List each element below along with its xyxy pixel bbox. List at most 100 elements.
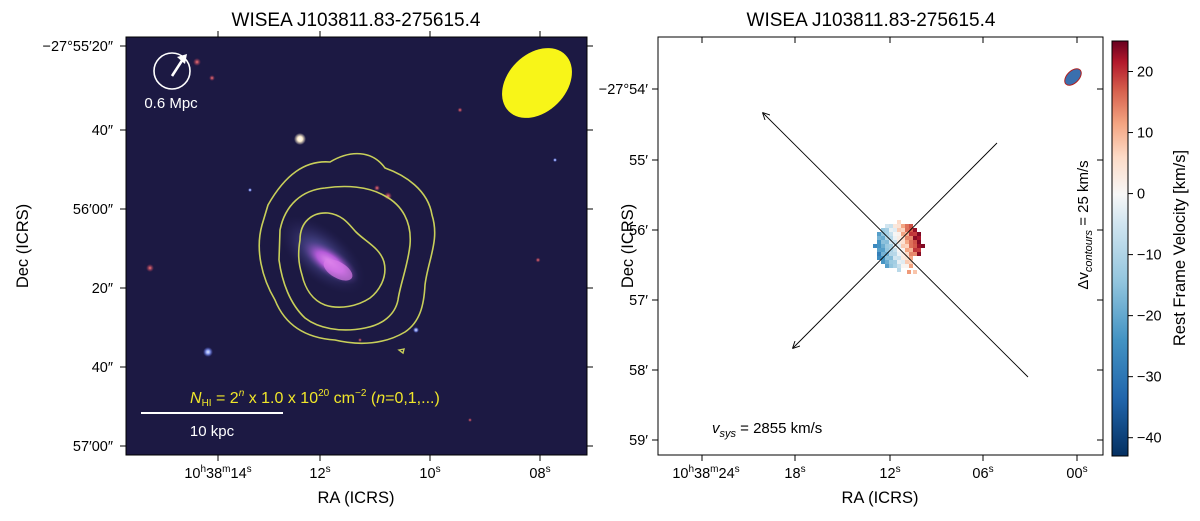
velocity-pixel [889, 232, 893, 236]
star [203, 347, 213, 357]
velocity-pixel [909, 236, 913, 240]
right-y-tick-label: 59′ [629, 433, 648, 449]
hi-contour-outer [258, 152, 436, 345]
velocity-pixel [889, 256, 893, 260]
velocity-pixel [909, 260, 913, 264]
velocity-pixel [897, 236, 901, 240]
star [358, 338, 362, 342]
velocity-pixel [889, 224, 893, 228]
star [457, 107, 463, 113]
star [193, 58, 201, 66]
left-x-tick-label: 10s [419, 464, 440, 482]
velocity-pixel [885, 240, 889, 244]
right-y-tick-label: −27°54′ [599, 82, 649, 98]
left-x-axis-label: RA (ICRS) [317, 489, 394, 507]
left-x-tick-label: 10h38m14s [184, 464, 251, 482]
colorbar-tick-label: −40 [1137, 431, 1162, 447]
velocity-pixel [889, 264, 893, 268]
colorbar-tick-label: 0 [1137, 187, 1145, 203]
hi-contour-inner [297, 212, 386, 308]
velocity-pixel [917, 248, 921, 252]
right-panel: WISEA J103811.83-275615.4 −27°54′ 55′ 56… [599, 10, 1189, 507]
velocity-pixel [901, 260, 905, 264]
colorbar-tick-label: −30 [1137, 370, 1162, 386]
velocity-pixel [881, 228, 885, 232]
star [248, 188, 252, 192]
velocity-pixel [905, 260, 909, 264]
velocity-pixel [897, 232, 901, 236]
velocity-pixel [893, 228, 897, 232]
colorbar-tick-label: −20 [1137, 309, 1162, 325]
velocity-pixel [877, 232, 881, 236]
velocity-pixel [909, 240, 913, 244]
scale-bar-label: 10 kpc [190, 423, 235, 440]
left-panel: WISEA J103811.83-275615.4 [14, 10, 593, 507]
right-x-tick-label: 18s [784, 464, 805, 482]
colorbar-tick-label: 10 [1137, 126, 1153, 142]
right-y-tick-marks [652, 88, 1103, 441]
velocity-pixel [897, 224, 901, 228]
velocity-pixel [893, 252, 897, 256]
velocity-pixel [889, 260, 893, 264]
velocity-pixel [881, 236, 885, 240]
left-title: WISEA J103811.83-275615.4 [232, 10, 481, 31]
right-y-tick-label: 58′ [629, 363, 648, 379]
velocity-pixel [885, 248, 889, 252]
star [146, 264, 154, 272]
velocity-pixel [905, 248, 909, 252]
velocity-pixel [893, 240, 897, 244]
colorbar-label: Rest Frame Velocity [km/s] [1171, 150, 1189, 346]
velocity-pixel [909, 264, 913, 268]
contour-spacing-label: Δvcontours = 25 km/s [1075, 160, 1095, 289]
left-y-tick-label: 40″ [92, 360, 113, 376]
velocity-pixel [897, 228, 901, 232]
velocity-pixel [877, 236, 881, 240]
velocity-pixel [913, 240, 917, 244]
left-axes-frame [125, 36, 588, 456]
velocity-pixel [913, 232, 917, 236]
velocity-pixel [889, 252, 893, 256]
velocity-pixel [913, 228, 917, 232]
velocity-pixel [897, 260, 901, 264]
velocity-pixel [881, 244, 885, 248]
velocity-pixel [885, 224, 889, 228]
left-y-tick-label: 57′00″ [73, 439, 113, 455]
hi-contour-middle [278, 185, 411, 331]
velocity-pixel [913, 252, 917, 256]
velocity-pixel [873, 244, 877, 248]
velocity-pixel [877, 252, 881, 256]
galaxy-bulge [323, 259, 353, 281]
star [374, 185, 380, 191]
velocity-pixel [901, 224, 905, 228]
velocity-pixel [885, 228, 889, 232]
velocity-pixel [885, 260, 889, 264]
velocity-pixel [909, 252, 913, 256]
velocity-pixel [913, 236, 917, 240]
velocity-pixel [913, 244, 917, 248]
velocity-pixel [889, 240, 893, 244]
velocity-pixel [885, 236, 889, 240]
velocity-pixel [897, 252, 901, 256]
star [535, 257, 541, 263]
hi-contour-speck [397, 348, 405, 355]
left-y-tick-label: 56′00″ [73, 202, 113, 218]
velocity-pixel [917, 232, 921, 236]
left-x-tick-label: 08s [529, 464, 550, 482]
velocity-pixel [913, 248, 917, 252]
column-density-label: NHI = 2n x 1.0 x 1020 cm−2 (n=0,1,...) [190, 388, 440, 409]
velocity-pixel [881, 240, 885, 244]
velocity-pixel [913, 270, 917, 274]
velocity-pixel [917, 240, 921, 244]
velocity-pixel [897, 220, 901, 224]
left-x-tick-marks [217, 31, 541, 461]
velocity-pixel [893, 232, 897, 236]
velocity-pixel [897, 264, 901, 268]
velocity-pixel [909, 224, 913, 228]
star [384, 192, 392, 200]
left-y-tick-marks [120, 45, 593, 447]
minor-axis-arrow [793, 142, 998, 348]
velocity-pixel [917, 252, 921, 256]
right-y-axis-label: Dec (ICRS) [619, 204, 637, 288]
velocity-pixel [897, 248, 901, 252]
